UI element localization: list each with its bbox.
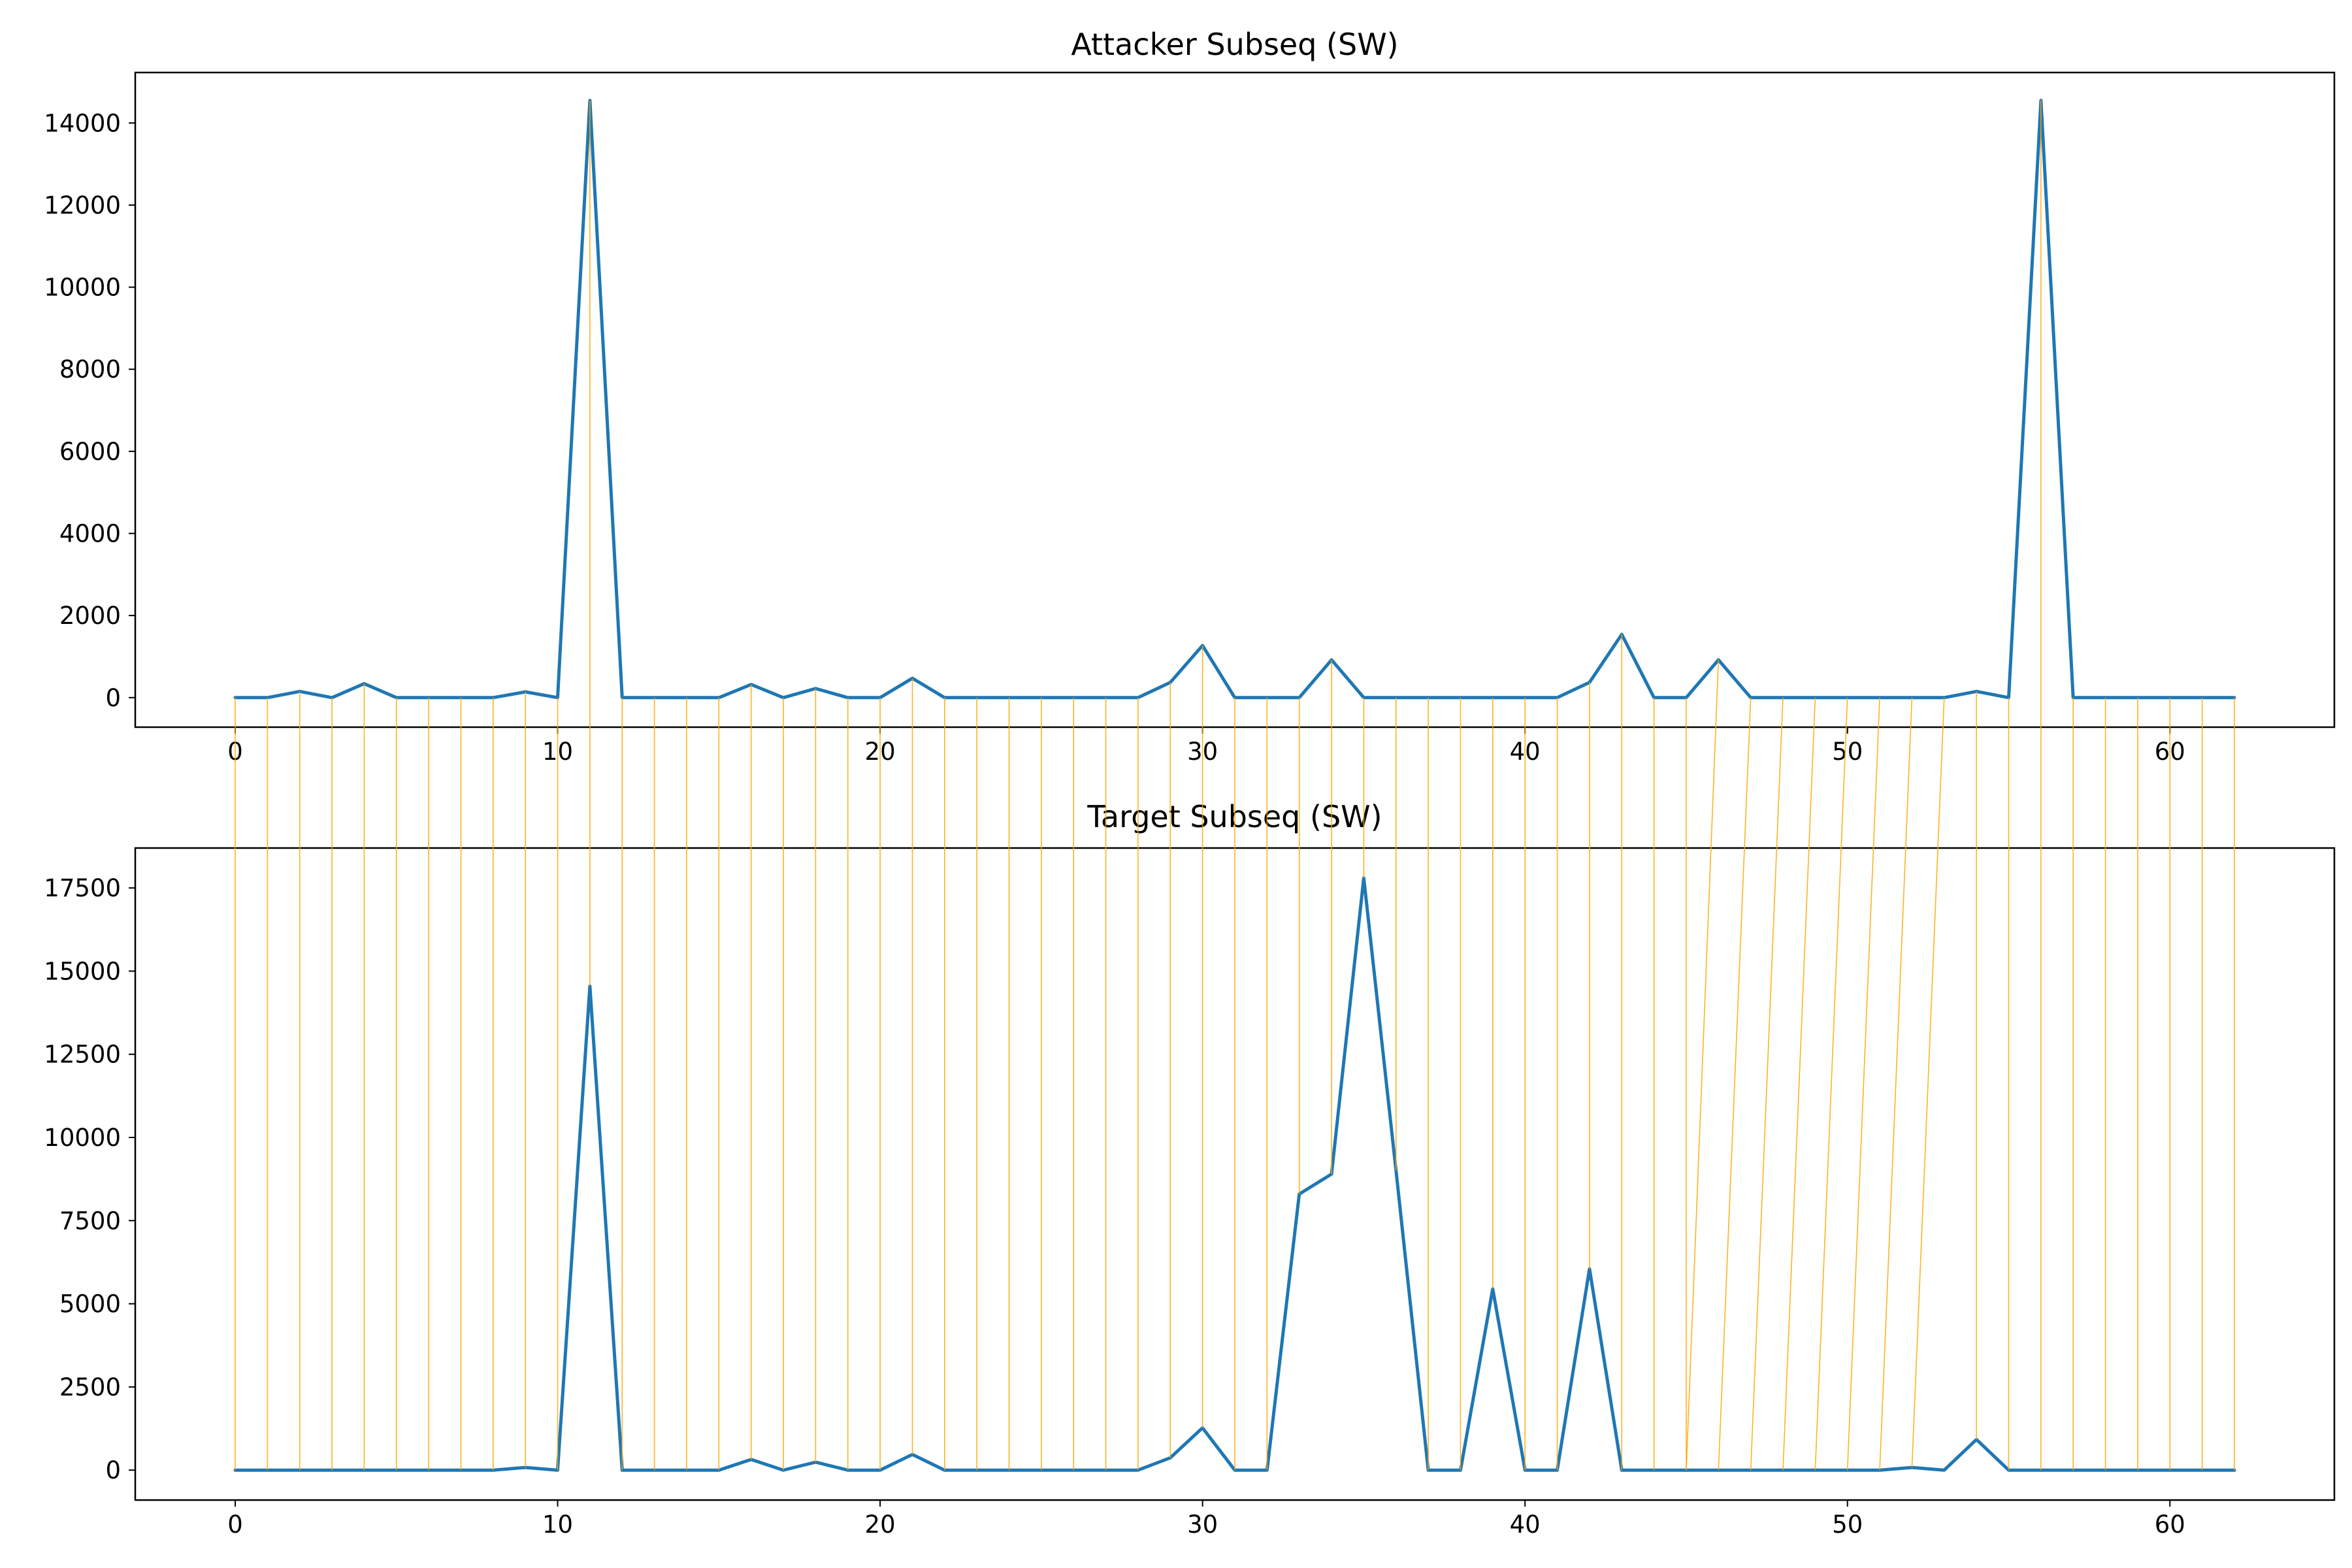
y-tick-label: 17500 [44, 874, 121, 902]
alignment-connector [1750, 697, 1784, 1471]
alignment-connector [1814, 697, 1848, 1471]
x-tick-label: 40 [1510, 1511, 1541, 1539]
chart-title: Attacker Subseq (SW) [1071, 27, 1398, 62]
y-axis-ticks: 0 2500 5000 7500 10000 12500 15000 17500 [44, 874, 135, 1484]
alignment-connectors [235, 100, 2235, 1471]
x-tick-label: 60 [2155, 1511, 2185, 1539]
y-tick-label: 12500 [44, 1041, 121, 1069]
y-tick-label: 0 [105, 1456, 121, 1484]
x-tick-label: 0 [227, 1511, 243, 1539]
alignment-connector [1911, 697, 1945, 1468]
y-tick-label: 10000 [44, 1124, 121, 1152]
alignment-connector [1718, 697, 1752, 1471]
y-tick-label: 2000 [59, 602, 121, 630]
y-tick-label: 15000 [44, 957, 121, 985]
x-tick-label: 30 [1187, 1511, 1218, 1539]
y-tick-label: 5000 [59, 1290, 121, 1318]
alignment-connector [1686, 659, 1720, 1471]
y-tick-label: 6000 [59, 438, 121, 466]
alignment-connector [1879, 697, 1913, 1471]
y-tick-label: 4000 [59, 519, 121, 547]
y-axis-ticks: 0 2000 4000 6000 8000 10000 12000 14000 [44, 109, 135, 712]
alignment-connector [1846, 697, 1880, 1471]
series-line [233, 876, 2236, 1472]
y-tick-label: 14000 [44, 109, 121, 137]
y-tick-label: 2500 [59, 1373, 121, 1401]
x-tick-label: 10 [542, 1511, 573, 1539]
y-tick-label: 10000 [44, 274, 121, 302]
y-tick-label: 7500 [59, 1207, 121, 1235]
series-layer [233, 876, 2236, 1472]
y-tick-label: 8000 [59, 355, 121, 384]
x-axis-ticks: 0 10 20 30 40 50 60 [227, 1500, 2185, 1539]
alignment-connector [1782, 697, 1816, 1471]
y-tick-label: 0 [105, 684, 121, 712]
x-tick-label: 50 [1832, 1511, 1863, 1539]
y-tick-label: 12000 [44, 191, 121, 220]
x-tick-label: 50 [1832, 738, 1863, 766]
x-tick-label: 20 [865, 1511, 896, 1539]
